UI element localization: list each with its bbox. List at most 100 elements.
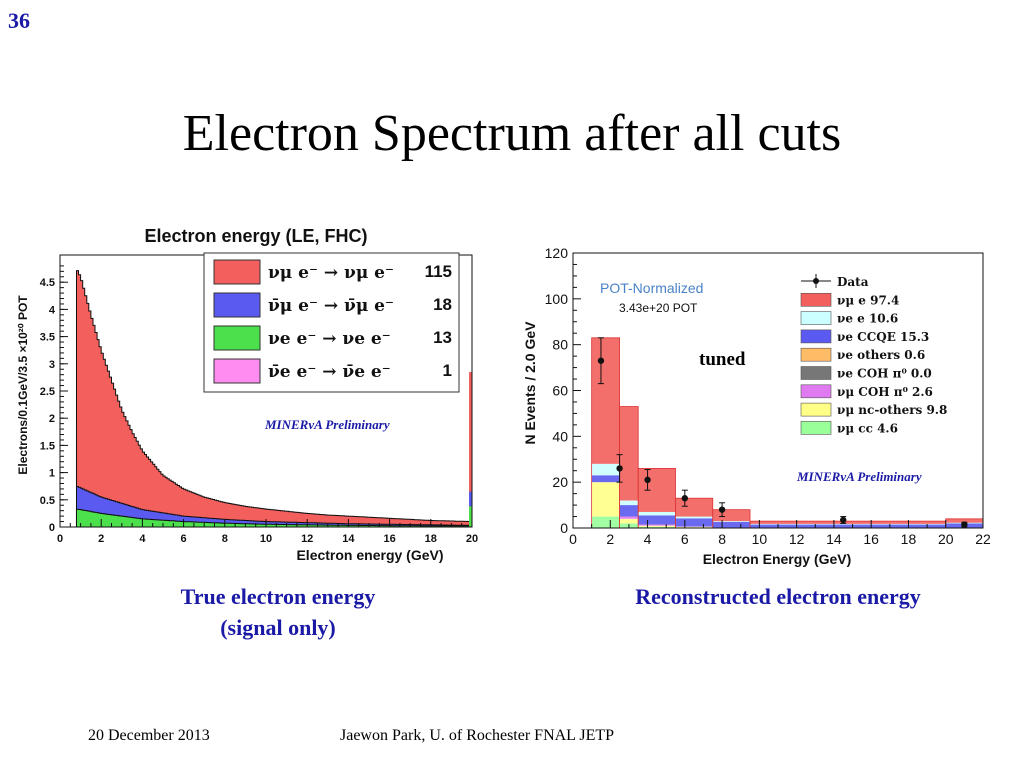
bar-segment-ccqe bbox=[750, 524, 946, 528]
legend-label: Data bbox=[837, 275, 869, 289]
y-tick-label: 100 bbox=[545, 291, 569, 307]
bar-segment-ccqe bbox=[675, 518, 713, 527]
y-tick-label: 4 bbox=[49, 304, 56, 316]
y-tick-label: 0 bbox=[560, 520, 568, 536]
overflow-bin-green bbox=[469, 506, 472, 527]
legend-label: νe e⁻ → νe e⁻ bbox=[268, 329, 391, 349]
x-tick-label: 10 bbox=[752, 531, 768, 547]
x-tick-label: 18 bbox=[425, 533, 437, 545]
legend-swatch bbox=[800, 421, 832, 435]
true-energy-chart: Electron energy (LE, FHC) 0 2 4 6 8 10 12 14 16 1… bbox=[16, 226, 478, 563]
bar-segment-ncothers bbox=[638, 525, 676, 527]
legend-label: νe COH π⁰ 0.0 bbox=[837, 367, 932, 381]
x-tick-label: 20 bbox=[938, 531, 954, 547]
y-tick-label: 60 bbox=[552, 383, 568, 399]
bar-segment-nue bbox=[675, 516, 713, 519]
x-axis-label: Electron Energy (GeV) bbox=[703, 551, 852, 567]
bar-segment-ncothers bbox=[591, 482, 620, 517]
bar-segment-nue bbox=[750, 523, 946, 525]
bar-segment-numu bbox=[712, 509, 751, 522]
x-tick-label: 2 bbox=[98, 533, 104, 545]
legend-swatch bbox=[213, 358, 261, 384]
x-tick-label: 8 bbox=[222, 533, 228, 545]
slide-number: 36 bbox=[8, 8, 30, 33]
bar-segment-nue bbox=[591, 463, 620, 476]
bar-segment-ncothers bbox=[619, 518, 639, 524]
legend-label: νμ e⁻ → νμ e⁻ bbox=[268, 263, 394, 283]
y-tick-label: 4.5 bbox=[40, 277, 55, 289]
y-tick-label: 2.5 bbox=[40, 386, 55, 398]
legend-swatch bbox=[213, 292, 261, 318]
series-nue-area bbox=[75, 508, 473, 528]
data-point bbox=[616, 465, 623, 472]
legend-label: ν̄e e⁻ → ν̄e e⁻ bbox=[268, 362, 391, 382]
data-point bbox=[597, 357, 605, 364]
legend-swatch bbox=[213, 259, 261, 285]
x-tick-label: 18 bbox=[901, 531, 917, 547]
overflow-bin-red bbox=[469, 371, 472, 527]
x-tick-label: 20 bbox=[466, 533, 478, 545]
x-tick-label: 4 bbox=[644, 531, 652, 547]
bar-segment-cohpi bbox=[619, 516, 639, 519]
footer-date: 20 December 2013 bbox=[88, 727, 210, 744]
bar-segment-nue bbox=[638, 511, 676, 516]
legend-value: 13 bbox=[433, 328, 452, 347]
x-tick-label: 0 bbox=[57, 533, 63, 545]
y-tick-label: 2 bbox=[49, 413, 55, 425]
x-tick-label: 8 bbox=[718, 531, 726, 547]
bar-segment-ccqe bbox=[638, 515, 676, 525]
legend: νμ e⁻ → νμ e⁻ 115 ν̄μ e⁻ → ν̄μ e⁻ 18 νe e⁻ →… bbox=[213, 259, 452, 384]
bar-segment-cc bbox=[591, 516, 620, 528]
y-tick-label: 1 bbox=[49, 468, 55, 480]
bar-segment-cohpi bbox=[638, 524, 676, 526]
bar-segment-numu bbox=[619, 406, 639, 501]
bar-segment-ccqe bbox=[591, 475, 620, 483]
x-tick-label: 2 bbox=[606, 531, 614, 547]
caption-right: Reconstructed electron energy bbox=[635, 584, 921, 609]
y-tick-label: 3 bbox=[49, 359, 55, 371]
preliminary-label: MINERνA Preliminary bbox=[264, 417, 390, 432]
tuned-label: tuned bbox=[699, 349, 746, 370]
x-tick-label: 4 bbox=[139, 533, 146, 545]
legend-label: ν̄μ e⁻ → ν̄μ e⁻ bbox=[268, 296, 394, 316]
chart-title: Electron energy (LE, FHC) bbox=[144, 226, 367, 246]
data-point bbox=[840, 516, 847, 524]
legend-value: 1 bbox=[443, 361, 452, 380]
y-tick-label: 0.5 bbox=[40, 495, 55, 507]
bar-segment-numu bbox=[591, 337, 620, 464]
data-point bbox=[644, 476, 651, 484]
bar-segment-numu bbox=[945, 518, 983, 523]
legend-label: νe e 10.6 bbox=[837, 312, 898, 326]
legend: Data νμ e 97.4 νe e 10.6 νe CCQE 15.3 νe oth… bbox=[800, 274, 947, 435]
legend-swatch bbox=[800, 292, 832, 307]
slide-title: Electron Spectrum after all cuts bbox=[182, 105, 842, 162]
bar-segment-numu bbox=[750, 521, 946, 524]
bar-segment-numu bbox=[675, 498, 713, 517]
legend-swatch bbox=[800, 402, 832, 417]
footer-author: Jaewon Park, U. of Rochester FNAL JETP bbox=[340, 727, 615, 744]
legend-label: νe others 0.6 bbox=[837, 348, 925, 362]
legend-swatch bbox=[800, 366, 832, 380]
bar-segment-numu bbox=[638, 468, 676, 512]
pot-normalized-label: POT-Normalized bbox=[600, 280, 703, 296]
x-axis-label: Electron energy (GeV) bbox=[296, 547, 443, 563]
y-tick-label: 80 bbox=[552, 337, 568, 353]
pot-value-label: 3.43e+20 POT bbox=[619, 301, 698, 315]
bar-segment-nue bbox=[619, 500, 639, 506]
legend-label: νe CCQE 15.3 bbox=[837, 330, 929, 344]
y-tick-label: 120 bbox=[545, 245, 569, 261]
caption-left: True electron energy (signal only) bbox=[128, 581, 428, 643]
x-tick-label: 22 bbox=[975, 531, 991, 547]
y-axis-label: Electrons/0.1GeV/3.5 ×10²⁰ POT bbox=[16, 295, 30, 475]
y-tick-label: 20 bbox=[552, 474, 568, 490]
reco-energy-chart: 0 2 4 6 8 10 12 14 16 18 20 22 0 20 40 60 80 100 120 Elect… bbox=[522, 245, 991, 567]
legend-label: νμ nc-others 9.8 bbox=[837, 403, 947, 417]
y-tick-label: 3.5 bbox=[40, 332, 55, 344]
caption-left-line-2: (signal only) bbox=[220, 615, 336, 640]
series-numubar-area bbox=[75, 486, 473, 528]
legend-swatch bbox=[213, 325, 261, 351]
legend-swatch bbox=[800, 329, 832, 344]
x-tick-label: 12 bbox=[789, 531, 805, 547]
plot-area: 0 2 4 6 8 10 12 14 16 18 20 22 0 20 40 60 80 100 120 bbox=[545, 245, 991, 547]
bar-segment-ccqe bbox=[712, 521, 751, 528]
